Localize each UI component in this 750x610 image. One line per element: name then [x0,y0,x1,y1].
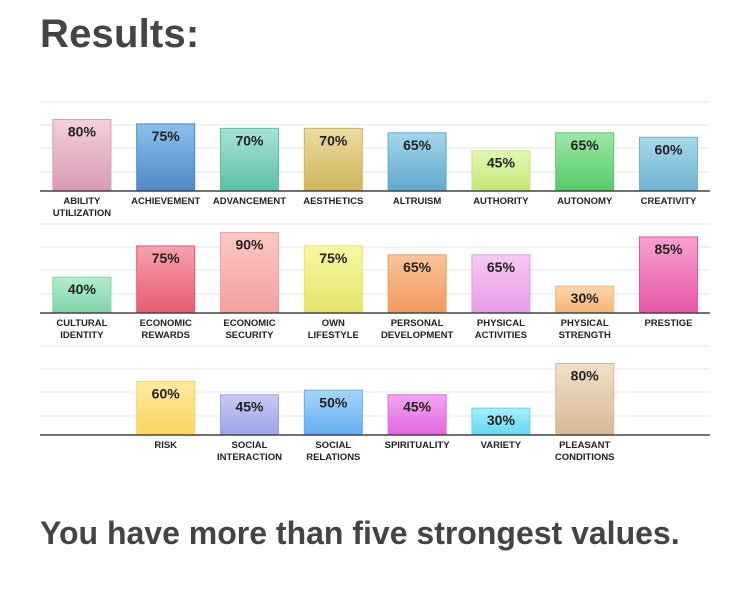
category-label: ADVANCEMENT [213,196,286,207]
category-label: STRENGTH [559,330,611,341]
category-label: DEVELOPMENT [381,330,454,341]
category-label: PERSONAL [391,318,444,329]
bar [303,245,363,314]
category-label: REWARDS [141,330,190,341]
category-label: AUTHORITY [473,196,529,207]
bar [555,362,615,436]
result-summary: You have more than five strongest values… [40,515,680,551]
category-label: SECURITY [225,330,274,341]
bar-value-label: 85% [654,241,683,257]
category-label: OWN [322,318,345,329]
category-label: SOCIAL [232,440,268,451]
category-label: PHYSICAL [561,318,609,329]
bar-value-label: 60% [654,141,683,157]
bar-value-label: 75% [152,250,181,266]
bar-value-label: 45% [487,155,516,171]
category-label: CREATIVITY [641,196,697,207]
category-label: ALTRUISM [393,196,441,207]
category-label: ACHIEVEMENT [131,196,200,207]
bar [471,150,531,192]
bar-value-label: 60% [152,385,181,401]
category-label: AUTONOMY [557,196,613,207]
bar-value-label: 70% [319,132,348,148]
category-label: ABILITY [63,196,101,207]
bar-value-label: 65% [403,259,432,275]
bar-value-label: 80% [68,123,97,139]
category-label: CONDITIONS [555,452,615,463]
category-label: ECONOMIC [140,318,192,329]
category-label: ACTIVITIES [475,330,527,341]
bar-value-label: 65% [403,137,432,153]
chart-row-2: 40%CULTURALIDENTITY75%ECONOMICREWARDS90%… [40,223,710,341]
category-label: ECONOMIC [223,318,275,329]
bar [220,127,279,192]
category-label: RISK [154,440,177,451]
category-label: PRESTIGE [644,318,692,329]
bar [52,276,112,314]
bar [136,123,196,192]
bar [639,236,698,314]
bar-value-label: 75% [152,128,181,144]
category-label: IDENTITY [60,330,104,341]
bar-value-label: 50% [319,394,348,410]
bar [639,136,698,192]
category-label: RELATIONS [306,452,360,463]
bar [303,389,363,436]
chart-row-3: 60%RISK45%SOCIALINTERACTION50%SOCIALRELA… [40,345,710,463]
bar-value-label: 40% [68,281,97,297]
category-label: AESTHETICS [303,196,363,207]
bar [387,394,447,436]
category-label: CULTURAL [56,318,107,329]
category-label: UTILIZATION [53,208,112,219]
bar [471,407,531,436]
bar-value-label: 65% [571,137,600,153]
bar-value-label: 70% [235,132,264,148]
bar [220,231,279,314]
category-label: VARIETY [481,440,522,451]
bar-value-label: 75% [319,250,348,266]
category-label: PHYSICAL [477,318,525,329]
bar [303,127,363,192]
page-title: Results: [40,12,200,56]
category-label: INTERACTION [217,452,282,463]
bar [387,132,447,192]
bar [136,380,196,436]
bar-value-label: 30% [571,290,600,306]
category-label: PLEASANT [559,440,610,451]
bar-value-label: 65% [487,259,516,275]
bar-value-label: 30% [487,412,516,428]
category-label: LIFESTYLE [308,330,359,341]
bar-value-label: 90% [235,236,264,252]
category-label: SPIRITUALITY [385,440,451,451]
category-label: SOCIAL [315,440,351,451]
bar [136,245,196,314]
bar-value-label: 80% [571,367,600,383]
bar [555,132,615,192]
bar-value-label: 45% [235,399,264,415]
bar-value-label: 45% [403,399,432,415]
